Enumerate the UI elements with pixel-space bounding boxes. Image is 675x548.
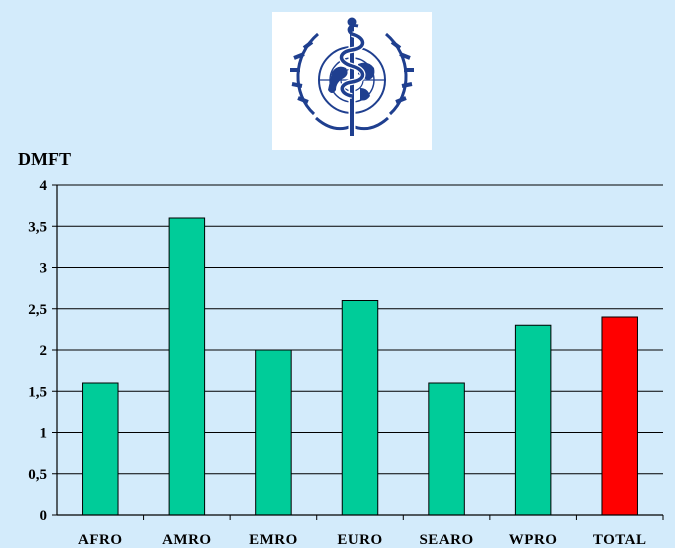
x-tick-label: EMRO bbox=[249, 532, 298, 548]
bar-searo bbox=[428, 382, 465, 516]
y-tick-label: 2 bbox=[40, 343, 48, 359]
bar-wpro bbox=[514, 324, 552, 516]
x-tick-label: AMRO bbox=[162, 532, 212, 548]
y-tick-label: 2,5 bbox=[28, 302, 47, 318]
axes bbox=[56, 185, 664, 520]
y-tick-label: 0 bbox=[40, 508, 48, 524]
x-tick-label: EURO bbox=[337, 532, 382, 548]
y-tick-label: 3 bbox=[40, 261, 48, 277]
y-tick-label: 4 bbox=[40, 178, 48, 194]
bar-euro bbox=[341, 300, 379, 516]
y-tick-label: 3,5 bbox=[28, 219, 47, 235]
bar-amro bbox=[168, 217, 206, 516]
bars bbox=[82, 217, 638, 516]
y-tick-label: 0,5 bbox=[28, 467, 47, 483]
bar-emro bbox=[255, 349, 292, 516]
x-tick-label: AFRO bbox=[78, 532, 123, 548]
y-tick-label: 1,5 bbox=[28, 384, 47, 400]
y-tick-labels: 0 0,5 1 1,5 2 2,5 3 3,5 4 bbox=[28, 178, 47, 524]
bar-afro bbox=[82, 382, 119, 516]
y-tick-label: 1 bbox=[40, 426, 48, 442]
bar-total bbox=[601, 316, 638, 516]
y-axis-label: DMFT bbox=[18, 149, 71, 169]
x-tick-labels: AFRO AMRO EMRO EURO SEARO WPRO TOTAL bbox=[78, 532, 646, 548]
x-tick-label: TOTAL bbox=[593, 532, 647, 548]
x-tick-label: SEARO bbox=[419, 532, 473, 548]
x-tick-label: WPRO bbox=[509, 532, 558, 548]
who-logo bbox=[272, 12, 432, 150]
